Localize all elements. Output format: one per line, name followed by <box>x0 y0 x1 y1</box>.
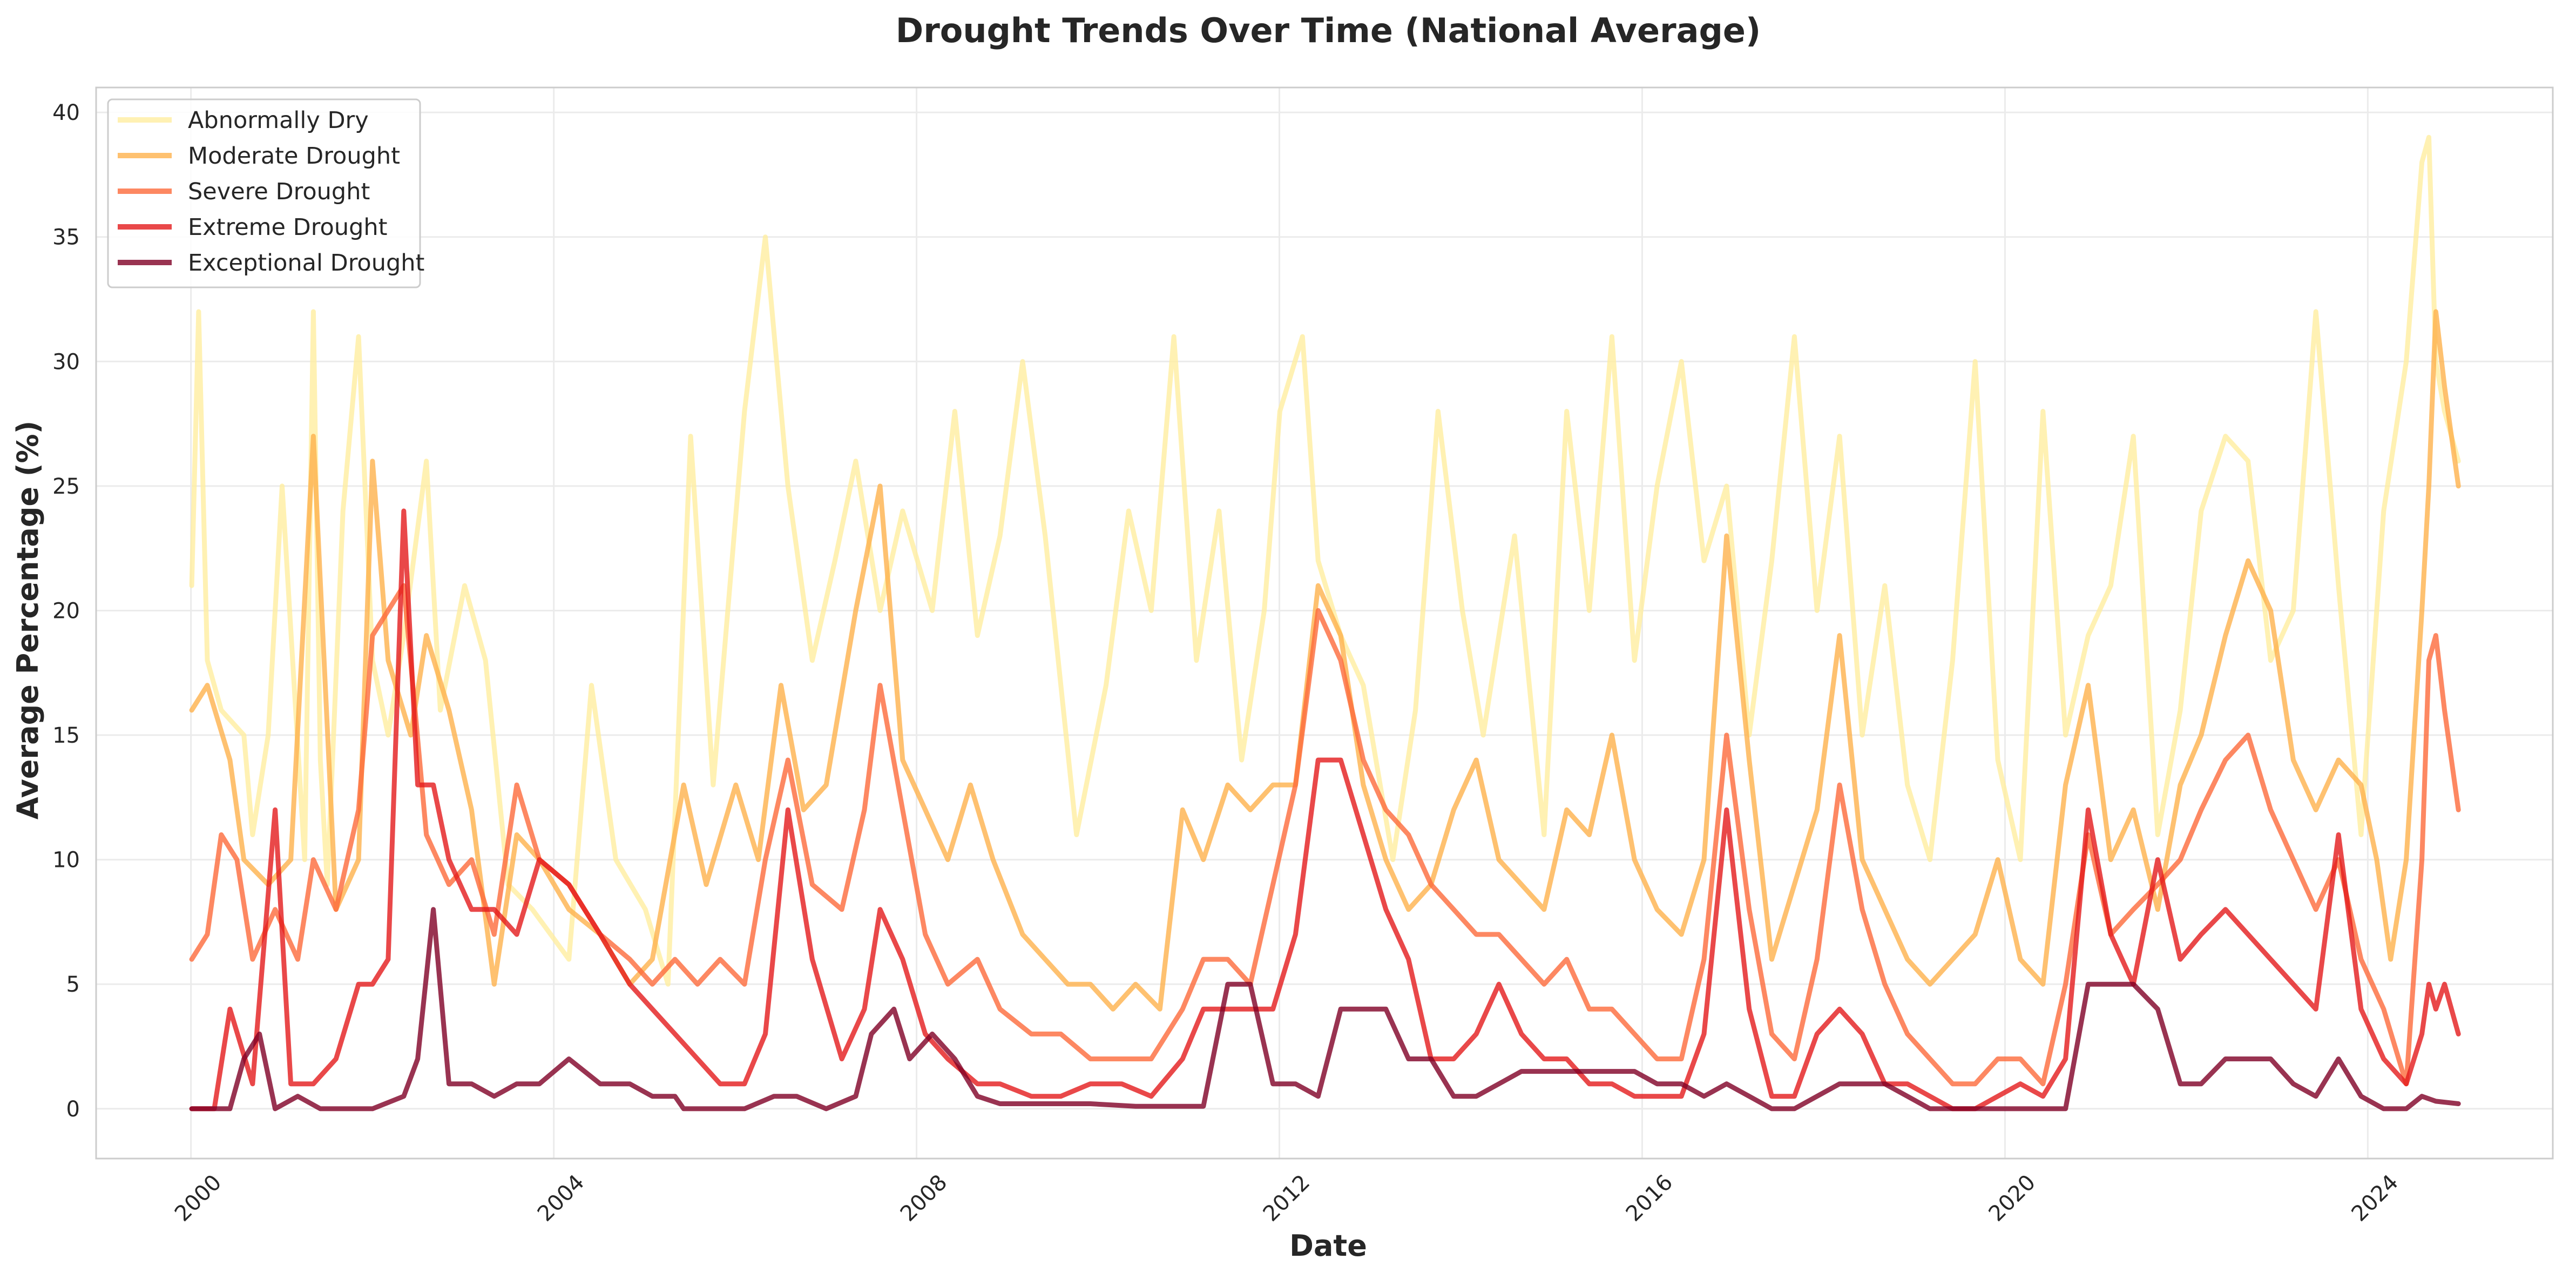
legend-items: Abnormally Dry Moderate Drought Severe Dro… <box>118 107 424 277</box>
chart-title: Drought Trends Over Time (National Avera… <box>896 11 1761 50</box>
y-tick-label: 15 <box>52 723 80 748</box>
y-tick-label: 10 <box>52 848 80 873</box>
series-line-exceptional-drought <box>189 907 2461 1112</box>
y-tick-label: 5 <box>66 972 80 997</box>
legend-label: Abnormally Dry <box>188 107 369 134</box>
legend-label: Extreme Drought <box>188 214 388 241</box>
y-gridlines <box>96 111 2553 1110</box>
plot-frame <box>95 86 2554 1160</box>
legend-label: Exceptional Drought <box>188 250 424 277</box>
x-axis-label: Date <box>1289 1229 1367 1263</box>
legend-label: Severe Drought <box>188 178 370 205</box>
y-tick-label: 25 <box>52 474 80 499</box>
legend-label: Moderate Drought <box>188 143 400 170</box>
y-axis-label: Average Percentage (%) <box>11 421 45 820</box>
y-axis-ticks: 0 5 10 15 20 25 30 35 40 <box>52 100 80 1122</box>
series-lines <box>189 134 2461 1112</box>
y-tick-label: 20 <box>52 598 80 623</box>
x-gridlines <box>190 87 2369 1159</box>
legend-box <box>107 98 421 288</box>
y-tick-label: 35 <box>52 225 80 250</box>
series-line-severe-drought <box>189 583 2461 1087</box>
y-tick-label: 40 <box>52 100 80 125</box>
legend: Abnormally Dry Moderate Drought Severe Dro… <box>107 98 424 288</box>
y-tick-label: 0 <box>66 1097 80 1122</box>
plot-area <box>95 86 2554 1160</box>
y-tick-label: 30 <box>52 349 80 374</box>
